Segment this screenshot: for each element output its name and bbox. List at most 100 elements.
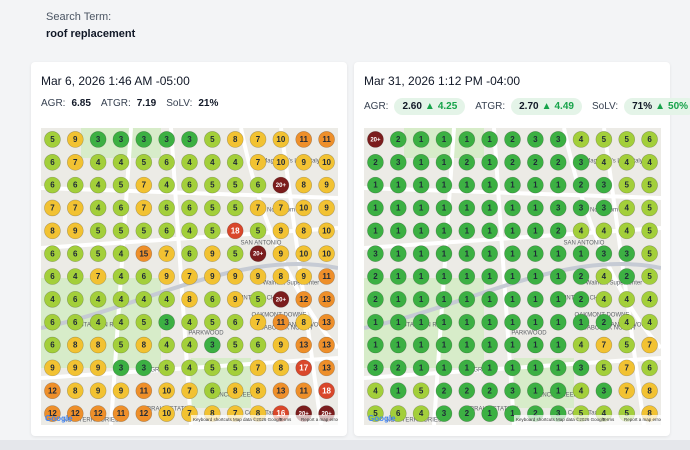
rank-label: 9 — [279, 249, 284, 258]
metric: SoLV: 71% ▲ 50% — [592, 98, 690, 115]
rank-label: 4 — [419, 409, 424, 418]
rank-label: 1 — [556, 386, 561, 395]
rank-label: 6 — [396, 409, 401, 418]
rank-map: Maggiano's Little ItalyNordstromSAN ANTO… — [364, 128, 661, 425]
rank-label: 1 — [533, 386, 538, 395]
rank-label: 3 — [142, 135, 147, 144]
rank-marker — [641, 222, 658, 240]
rank-marker — [641, 153, 658, 171]
rank-marker — [112, 336, 130, 354]
rank-marker — [481, 153, 498, 171]
rank-label: 10 — [276, 135, 285, 144]
rank-marker — [44, 313, 61, 331]
rank-marker — [641, 313, 658, 331]
rank-label: 4 — [96, 318, 101, 327]
rank-label: 7 — [142, 204, 147, 213]
metric-label: AGR: — [364, 101, 389, 112]
rank-marker — [272, 382, 290, 400]
rank-label: 8 — [142, 341, 147, 350]
rank-marker — [295, 245, 313, 262]
rank-label: 1 — [442, 341, 447, 350]
metric-value: 2.60 — [402, 101, 422, 112]
rank-marker — [504, 313, 521, 331]
rank-label: 4 — [602, 158, 607, 167]
rank-label: 3 — [579, 204, 584, 213]
rank-marker — [112, 131, 130, 148]
rank-marker — [89, 222, 107, 240]
rank-marker — [44, 268, 61, 285]
rank-marker — [135, 359, 153, 377]
rank-label: 4 — [119, 272, 124, 281]
rank-marker — [504, 199, 521, 217]
rank-marker — [618, 199, 636, 217]
rank-marker — [435, 176, 453, 194]
rank-label: 3 — [556, 409, 561, 418]
rank-marker — [641, 268, 658, 285]
rank-label: 1 — [396, 272, 401, 281]
rank-label: 10 — [299, 204, 308, 213]
rank-marker — [66, 222, 84, 240]
rank-label: 4 — [602, 226, 607, 235]
rank-label: 4 — [625, 318, 630, 327]
rank-label: 5 — [419, 386, 424, 395]
rank-label: 13 — [322, 341, 331, 350]
rank-label: 13 — [322, 295, 331, 304]
rank-marker — [435, 291, 453, 308]
rank-label: 1 — [533, 318, 538, 327]
rank-marker — [389, 176, 407, 194]
rank-label: 7 — [256, 204, 261, 213]
rank-label: 5 — [647, 181, 652, 190]
rank-label: 5 — [233, 249, 238, 258]
rank-marker — [572, 268, 590, 285]
rank-marker — [458, 382, 476, 400]
rank-marker — [389, 199, 407, 217]
rank-label: 1 — [533, 295, 538, 304]
rank-marker — [204, 245, 221, 262]
rank-label: 13 — [322, 363, 331, 372]
rank-marker — [89, 382, 107, 400]
rank-marker — [435, 153, 453, 171]
rank-label: 4 — [210, 158, 215, 167]
rank-marker — [249, 222, 267, 240]
rank-marker — [412, 245, 430, 262]
rank-marker — [595, 176, 613, 194]
rank-marker — [158, 245, 175, 262]
rank-marker — [549, 336, 567, 354]
rank-label: 5 — [373, 409, 378, 418]
rank-label: 1 — [465, 204, 470, 213]
rank-marker — [318, 382, 335, 400]
attribution: Report a map error — [624, 417, 661, 422]
rank-label: 12 — [299, 295, 308, 304]
rank-marker — [158, 405, 175, 422]
rank-marker — [158, 313, 175, 331]
rank-marker — [618, 131, 636, 148]
rank-marker — [295, 199, 313, 217]
rank-marker — [249, 291, 267, 308]
rank-label: 1 — [533, 249, 538, 258]
rank-label: 8 — [647, 386, 652, 395]
rank-label: 1 — [533, 226, 538, 235]
rank-marker — [389, 245, 407, 262]
rank-marker — [389, 336, 407, 354]
rank-marker — [504, 131, 521, 148]
rank-label: 1 — [465, 181, 470, 190]
rank-marker — [135, 176, 153, 194]
rank-marker — [549, 153, 567, 171]
rank-marker — [272, 313, 290, 331]
rank-label: 13 — [276, 386, 285, 395]
rank-label: 6 — [187, 249, 192, 258]
report-card: Mar 6, 2026 1:46 AM -05:00 AGR: 6.85 ATGR: 7… — [31, 62, 347, 436]
change-arrow: ▲ — [541, 101, 552, 112]
rank-label: 7 — [50, 204, 55, 213]
rank-label: 8 — [50, 226, 55, 235]
rank-label: 1 — [510, 409, 515, 418]
rank-label: 8 — [647, 409, 652, 418]
rank-marker — [272, 199, 290, 217]
rank-label: 3 — [96, 135, 101, 144]
rank-label: 7 — [142, 181, 147, 190]
rank-marker — [618, 313, 636, 331]
rank-marker — [367, 131, 384, 148]
map-label: Maggiano's Little Italy — [262, 159, 320, 165]
rank-label: 1 — [465, 318, 470, 327]
